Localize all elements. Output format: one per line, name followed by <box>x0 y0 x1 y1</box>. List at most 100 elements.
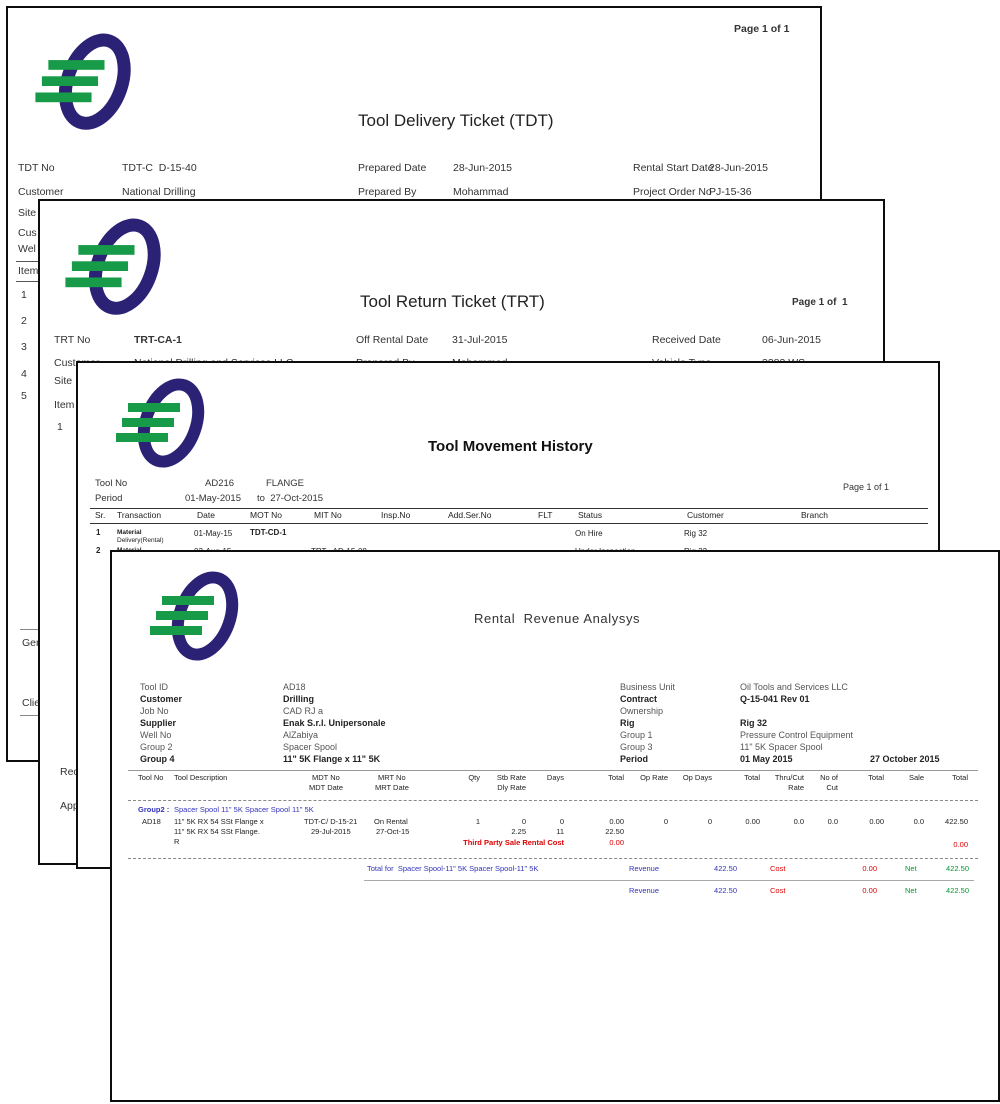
field-value: Q-15-041 Rev 01 <box>740 694 810 704</box>
table-rule <box>128 770 978 771</box>
field-value: FLANGE <box>266 478 305 489</box>
field-label: Prepared By <box>358 186 417 198</box>
cell-status: On Hire <box>575 529 603 538</box>
field-label: Group 4 <box>140 754 175 764</box>
col-header: MOT No <box>250 510 282 520</box>
field-label: Site <box>54 375 73 387</box>
field-label: Period <box>620 754 649 764</box>
company-logo <box>150 571 239 661</box>
field-value: 31-Jul-2015 <box>452 334 508 346</box>
field-value: 28-Jun-2015 <box>453 162 512 174</box>
field-label: Project Order No <box>633 186 712 198</box>
field-value: 27 October 2015 <box>870 754 940 764</box>
item-number: 1 <box>21 289 27 301</box>
report-title: Tool Movement History <box>428 438 593 455</box>
cell-mdt-date: 29-Jul-2015 <box>311 827 351 836</box>
field-label: Prepared Date <box>358 162 427 174</box>
field-label: Group 2 <box>140 742 173 752</box>
col-header: MRT Date <box>375 783 409 792</box>
item-number: 5 <box>21 390 27 402</box>
totals-revenue-label: Revenue <box>629 886 660 895</box>
field-value: 06-Jun-2015 <box>762 334 821 346</box>
col-header: Qty <box>468 773 480 782</box>
field-value: CAD RJ a <box>283 706 324 716</box>
field-label: TDT No <box>18 162 55 174</box>
field-value: Rig 32 <box>740 718 768 728</box>
cell-transaction: Delivery(Rental) <box>117 537 164 544</box>
signature-label: App <box>60 800 79 812</box>
item-number: 3 <box>21 341 27 353</box>
cell-mdt-no: TDT-C/ D-15-21 <box>304 817 358 826</box>
field-value: 01-May-2015 <box>185 493 241 504</box>
cell-total: 0.00 <box>609 817 624 826</box>
field-label: Business Unit <box>620 682 676 692</box>
cell-mot-no: TDT-CD-1 <box>250 528 287 537</box>
col-header: Op Days <box>682 773 712 782</box>
field-label: Rental Start Date <box>633 162 714 174</box>
col-header: Sale <box>908 773 924 782</box>
field-value: 01 May 2015 <box>740 754 793 764</box>
totals-net-label: Net <box>905 886 917 895</box>
col-header: Add.Ser.No <box>448 510 492 520</box>
report-title: Rental Revenue Analysys <box>474 611 641 626</box>
field-label: Job No <box>140 706 169 716</box>
group-label: Group2 : <box>138 805 170 814</box>
cell-total: 422.50 <box>945 817 968 826</box>
cell-description: R <box>174 837 180 846</box>
field-label: Tool ID <box>140 682 169 692</box>
field-value: Mohammad <box>453 186 509 198</box>
col-header: Tool No <box>138 773 164 782</box>
field-value: 11" 5K Spacer Spool <box>740 742 823 752</box>
totals-net-value: 422.50 <box>946 886 969 895</box>
col-header: Rate <box>788 783 804 792</box>
col-header: Cut <box>826 783 838 792</box>
cell-customer: Rig 32 <box>684 529 708 538</box>
col-header: Sr. <box>95 510 106 520</box>
field-value: AlZabiya <box>283 730 319 740</box>
table-rule <box>90 508 928 509</box>
field-label: Customer <box>140 694 183 704</box>
field-label: Ownership <box>620 706 664 716</box>
field-value: Drilling <box>283 694 314 704</box>
col-header: Transaction <box>117 510 162 520</box>
totals-revenue-value: 422.50 <box>714 886 737 895</box>
col-header: Branch <box>801 510 828 520</box>
col-header: Total <box>608 773 624 782</box>
field-label: Customer <box>18 186 64 198</box>
cell-no-of-cut: 0.0 <box>827 817 838 826</box>
cell-thru-cut-rate: 0.0 <box>793 817 804 826</box>
table-rule <box>90 523 928 524</box>
field-label: Cus <box>18 227 37 239</box>
cell-qty: 1 <box>475 817 480 826</box>
field-label: Off Rental Date <box>356 334 429 346</box>
cell-days: 0 <box>559 817 564 826</box>
item-number: 4 <box>21 368 27 380</box>
col-header: Op Rate <box>640 773 668 782</box>
item-number: 1 <box>57 421 63 433</box>
field-value: Spacer Spool <box>283 742 338 752</box>
cell-description: 11" 5K RX 54 SSt Flange. <box>174 827 260 836</box>
field-label: Site <box>18 207 37 219</box>
cell-mrt-date: 27-Oct-15 <box>376 827 410 836</box>
field-value: Enak S.r.l. Unipersonale <box>283 718 386 728</box>
page-number: Page 1 of 1 <box>843 482 890 492</box>
col-header: Stb Rate <box>496 773 526 782</box>
totals-group-label: Total for Spacer Spool-11" 5K Spacer Spo… <box>367 864 539 873</box>
field-label: Group 1 <box>620 730 653 740</box>
col-header: FLT <box>538 510 553 520</box>
col-header: Total <box>868 773 884 782</box>
field-value: 11" 5K Flange x 11" 5K <box>283 754 381 764</box>
field-label: Well No <box>140 730 172 740</box>
field-value: National Drilling <box>122 186 196 198</box>
col-header: Total <box>744 773 760 782</box>
totals-cost-label: Cost <box>770 864 786 873</box>
totals-cost-label: Cost <box>770 886 786 895</box>
totals-cost-value: 0.00 <box>862 886 877 895</box>
col-header: Status <box>578 510 603 520</box>
totals-revenue-label: Revenue <box>629 864 660 873</box>
report-title: Tool Return Ticket (TRT) <box>360 292 545 311</box>
field-label: Received Date <box>652 334 721 346</box>
field-value: TRT-CA-1 <box>134 334 182 346</box>
company-logo <box>35 33 131 130</box>
